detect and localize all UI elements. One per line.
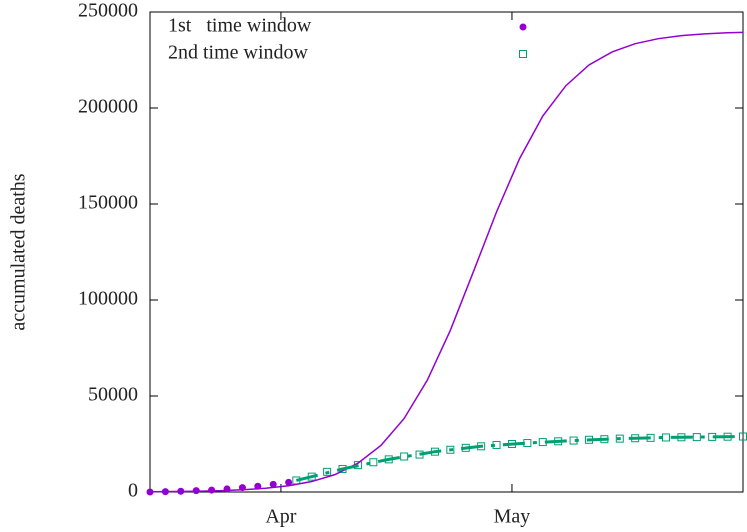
data-point	[446, 445, 455, 454]
data-point	[223, 485, 231, 493]
plot-frame	[149, 11, 744, 493]
data-point	[661, 433, 670, 442]
x-tick-label: May	[494, 506, 531, 528]
data-point	[523, 439, 532, 448]
y-axis-label: accumulated deaths	[8, 173, 30, 330]
data-point	[208, 486, 216, 494]
fit-line	[295, 435, 744, 482]
data-point	[269, 480, 277, 488]
data-point	[615, 434, 624, 443]
legend-marker	[519, 50, 527, 58]
data-point	[285, 478, 293, 486]
legend-label: 2nd time window	[168, 42, 309, 64]
legend-label: 1st time window	[168, 15, 312, 37]
data-point	[146, 488, 154, 496]
x-tick-label: Apr	[265, 506, 296, 528]
y-tick-label: 100000	[78, 288, 138, 310]
y-tick-label: 250000	[78, 0, 138, 22]
y-tick-label: 200000	[78, 96, 138, 118]
data-point	[369, 458, 378, 467]
y-tick-label: 50000	[88, 384, 138, 406]
data-point	[323, 467, 332, 476]
legend-marker	[519, 23, 527, 31]
y-tick-label: 150000	[78, 192, 138, 214]
y-tick-label: 0	[128, 480, 138, 502]
fit-line	[149, 31, 744, 493]
data-point	[400, 452, 409, 461]
data-point	[692, 433, 701, 442]
